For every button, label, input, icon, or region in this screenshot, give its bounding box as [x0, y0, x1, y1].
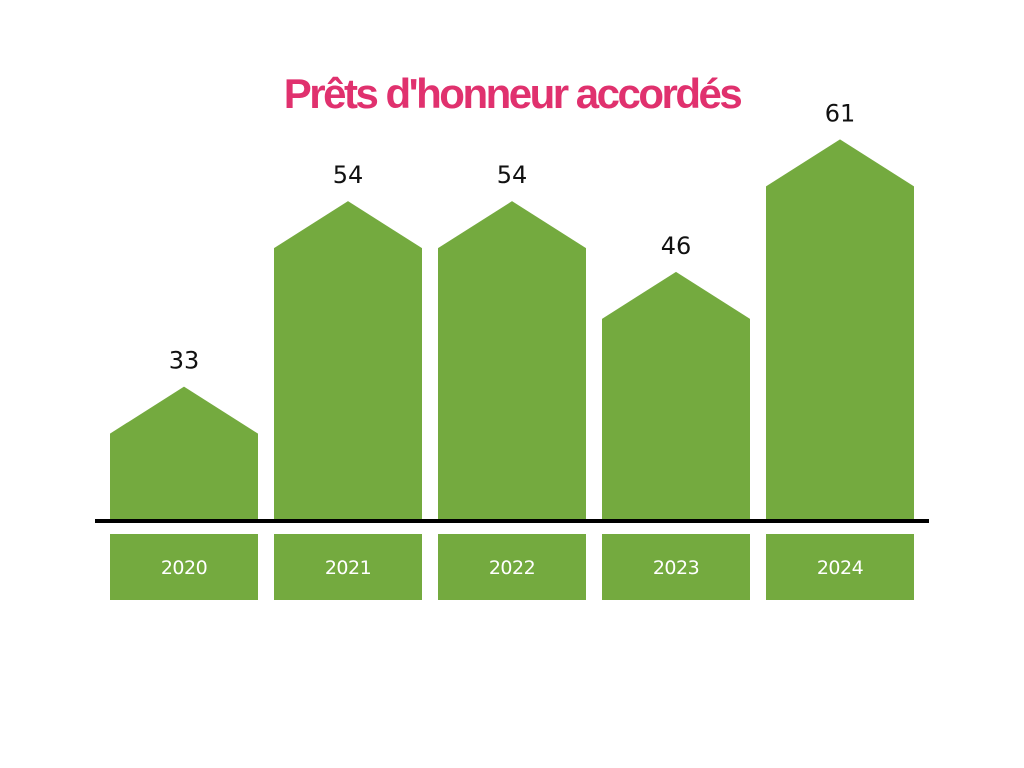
- year-label-2023: 2023: [653, 557, 699, 579]
- value-label-2022: 54: [497, 161, 528, 189]
- year-box-2021: [274, 534, 422, 600]
- bar-2022: [438, 201, 586, 521]
- year-label-2021: 2021: [325, 557, 371, 579]
- value-labels-group: 33 54 54 46 61: [169, 99, 856, 374]
- bar-2020: [110, 386, 258, 521]
- year-label-2020: 2020: [161, 557, 207, 579]
- year-label-2022: 2022: [489, 557, 535, 579]
- year-box-2024: [766, 534, 914, 600]
- bar-2024: [766, 139, 914, 521]
- year-label-2024: 2024: [817, 557, 864, 579]
- value-label-2021: 54: [333, 161, 364, 189]
- chart-title: Prêts d'honneur accordés: [283, 70, 743, 117]
- bar-2021: [274, 201, 422, 521]
- year-box-2023: [602, 534, 750, 600]
- bars-group: [110, 139, 914, 521]
- value-label-2023: 46: [661, 232, 692, 260]
- value-label-2020: 33: [169, 347, 200, 375]
- value-label-2024: 61: [825, 99, 856, 127]
- year-box-2022: [438, 534, 586, 600]
- year-box-2020: [110, 534, 258, 600]
- bar-2023: [602, 271, 750, 521]
- year-labels-group: 2020 2021 2022 2023 2024: [110, 534, 914, 600]
